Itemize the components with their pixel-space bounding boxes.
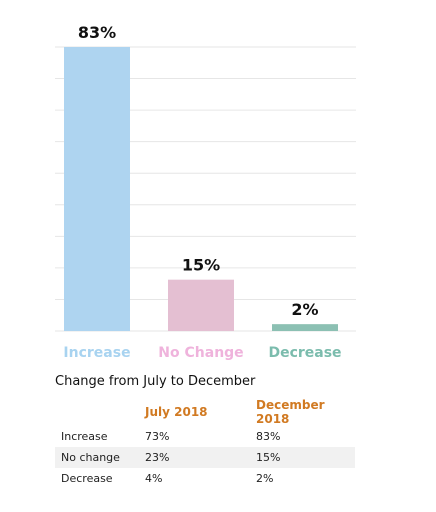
cell-july: 23% — [145, 451, 170, 464]
cell-july: 73% — [145, 430, 170, 443]
comparison-table: July 2018 December 2018 Increase 73% 83%… — [55, 398, 355, 489]
cell-july: 4% — [145, 472, 163, 485]
category-label: Increase — [63, 345, 130, 361]
bars — [64, 47, 338, 331]
table-title: Change from July to December — [55, 374, 256, 389]
header-cell-july: July 2018 — [145, 405, 208, 419]
table-row: No change 23% 15% — [55, 447, 355, 468]
row-label: Increase — [61, 430, 108, 443]
header-cell-december: December 2018 — [256, 398, 325, 426]
table-header-row: July 2018 December 2018 — [55, 398, 355, 426]
bar-no-change — [168, 279, 234, 331]
table-row: Decrease 4% 2% — [55, 468, 355, 489]
value-labels: 83% 15% 2% — [78, 23, 319, 319]
bar-chart: 83% 15% 2% Increase No Change Decrease — [55, 23, 356, 361]
category-label: No Change — [158, 345, 243, 361]
cell-december: 83% — [256, 430, 281, 443]
bar-increase — [64, 47, 130, 331]
bar-decrease — [272, 324, 338, 331]
table-row: Increase 73% 83% — [55, 426, 355, 447]
category-labels: Increase No Change Decrease — [63, 345, 341, 361]
value-label: 83% — [78, 23, 116, 42]
row-label: No change — [61, 451, 120, 464]
row-label: Decrease — [61, 472, 113, 485]
cell-december: 15% — [256, 451, 281, 464]
value-label: 2% — [291, 300, 318, 319]
value-label: 15% — [182, 256, 220, 275]
header-cell-label — [55, 398, 139, 426]
cell-december: 2% — [256, 472, 274, 485]
category-label: Decrease — [268, 345, 341, 361]
